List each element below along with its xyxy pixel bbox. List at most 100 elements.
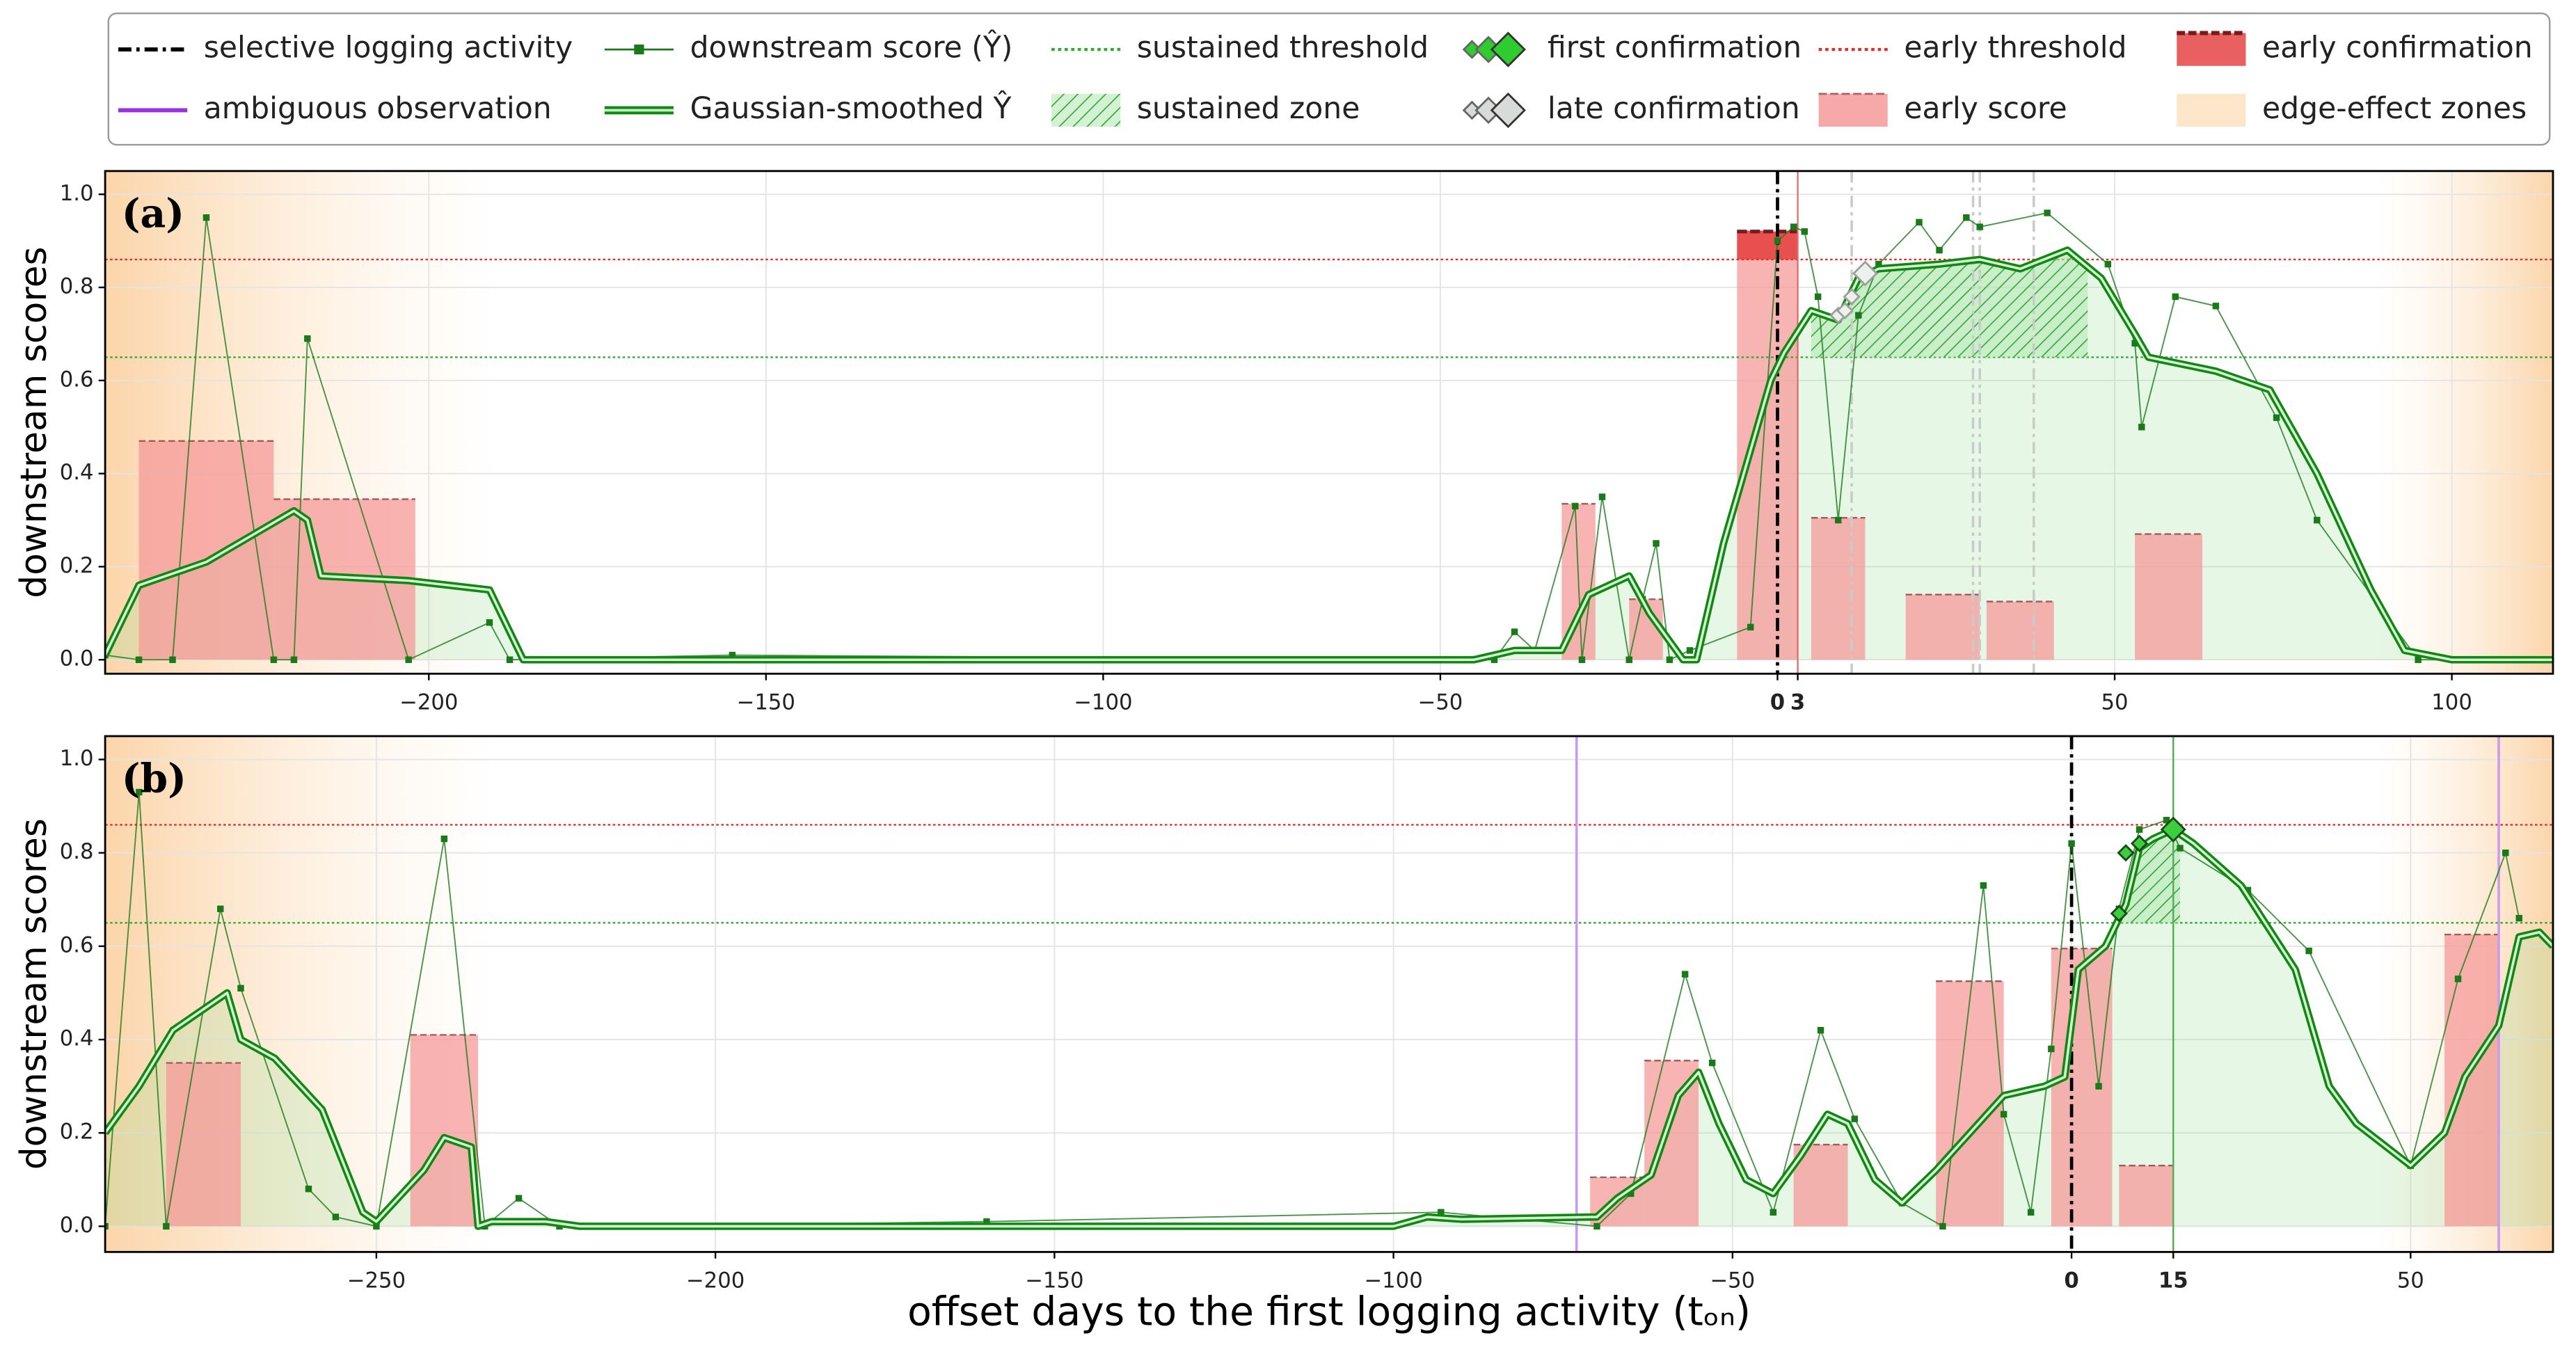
legend-label: early confirmation (2262, 31, 2533, 65)
first-confirmation (2110, 905, 2128, 923)
raw-score-point (2136, 826, 2143, 833)
panel-label: (b) (122, 756, 186, 802)
raw-score-point (1801, 228, 1808, 235)
legend-swatch (2177, 93, 2246, 127)
raw-score-point (332, 1213, 340, 1220)
legend-swatch (2177, 33, 2246, 66)
raw-score-point (2454, 975, 2462, 982)
raw-score-point (2502, 849, 2509, 857)
y-tick-label: 0.2 (60, 554, 94, 578)
legend-item: sustained zone (1051, 92, 1360, 127)
early-score-bar (2051, 948, 2113, 1227)
raw-score-point (373, 1222, 380, 1230)
x-tick-label: −100 (1074, 690, 1132, 715)
raw-score-point (1963, 214, 1970, 221)
raw-score-point (2172, 293, 2179, 301)
legend-item: early threshold (1818, 31, 2127, 65)
x-tick-label: 100 (2431, 690, 2472, 715)
early-score-bar (1737, 231, 1798, 660)
raw-score-point (405, 656, 412, 663)
x-tick-label: −200 (686, 1268, 745, 1293)
raw-score-point (304, 335, 311, 342)
raw-score-point (1681, 971, 1689, 978)
plot-area (105, 170, 2553, 674)
y-tick-label: 0.4 (60, 461, 94, 485)
raw-score-point (2163, 817, 2170, 824)
raw-score-point (983, 1218, 990, 1225)
raw-score-point (1790, 223, 1797, 230)
raw-score-point (1511, 628, 1518, 635)
legend-swatch (1490, 31, 1526, 67)
raw-score-point (1627, 1190, 1635, 1197)
raw-score-point (136, 788, 143, 796)
legend-label: ambiguous observation (204, 92, 552, 126)
y-tick-label: 1.0 (60, 182, 94, 206)
raw-score-point (2068, 840, 2075, 847)
x-tick-label: 50 (2397, 1268, 2424, 1293)
sustained-zone (1811, 250, 2088, 358)
raw-score-point (1834, 516, 1842, 524)
raw-score-point (1936, 246, 1943, 254)
raw-score-point (2027, 1209, 2035, 1216)
legend-item: first confirmation (1462, 31, 1802, 67)
legend-item: selective logging activity (118, 31, 573, 65)
early-score-bar (138, 440, 274, 660)
raw-score-point (1708, 1059, 1716, 1067)
early-score-bar (410, 1035, 479, 1227)
legend-label: Gaussian-smoothed Ŷ (690, 90, 1012, 126)
raw-score-point (2131, 340, 2138, 347)
smoothed-line-core (105, 248, 2553, 661)
legend-label: early threshold (1904, 31, 2126, 65)
x-tick-label-highlight: 0 (1770, 690, 1785, 715)
raw-score-point (2044, 209, 2051, 216)
raw-score-point (515, 1195, 523, 1202)
late-confirmation (1852, 260, 1878, 287)
raw-score-point (1976, 223, 1983, 230)
legend-item: early confirmation (2177, 31, 2533, 66)
x-tick-label-highlight: 0 (2064, 1268, 2078, 1293)
raw-score-point (1438, 1209, 1445, 1216)
raw-score-point (2104, 260, 2112, 268)
y-tick-label: 0.0 (60, 1213, 94, 1238)
y-tick-label: 1.0 (60, 747, 94, 771)
late-confirmation (1843, 287, 1861, 306)
x-tick-label-highlight: 3 (1790, 690, 1805, 715)
raw-score-point (2515, 914, 2522, 922)
raw-score-point (169, 656, 176, 663)
first-confirmation (2117, 844, 2135, 862)
plot-frame (104, 170, 2554, 675)
legend-item: early score (1818, 92, 2067, 127)
legend-item: sustained threshold (1051, 31, 1429, 65)
plot-frame (104, 735, 2554, 1253)
legend-swatch (1818, 93, 1888, 127)
panel-label: (a) (122, 191, 184, 237)
late-confirmation (1836, 301, 1854, 320)
raw-score-point (1490, 656, 1498, 663)
raw-score-point (1875, 260, 1882, 268)
raw-score-point (1980, 882, 1987, 889)
x-tick-label: −50 (1710, 1268, 1755, 1293)
raw-score-point (486, 619, 493, 626)
x-tick-label: −150 (737, 690, 795, 715)
raw-score-point (2273, 414, 2280, 422)
raw-score-point (290, 656, 298, 663)
x-tick-label: −50 (1418, 690, 1463, 715)
raw-score-point (202, 214, 210, 221)
x-tick-label: 50 (2101, 690, 2128, 715)
raw-score-point (2000, 1110, 2007, 1118)
raw-score-point (105, 1222, 109, 1230)
legend-item: downstream score (Ŷ) (604, 30, 1012, 65)
legend-label: edge-effect zones (2262, 92, 2527, 126)
x-tick-label: −150 (1025, 1268, 1083, 1293)
legend-item: edge-effect zones (2177, 92, 2527, 127)
raw-score-point (1653, 540, 1660, 547)
raw-score-point (2314, 516, 2321, 524)
y-tick-label: 0.6 (60, 933, 94, 957)
raw-score-point (1578, 656, 1586, 663)
legend-label: late confirmation (1548, 92, 1800, 126)
raw-score-point (1851, 1115, 1858, 1122)
raw-score-point (2048, 1045, 2055, 1053)
raw-score-point (2095, 1083, 2102, 1090)
legend-swatch (1490, 92, 1526, 129)
